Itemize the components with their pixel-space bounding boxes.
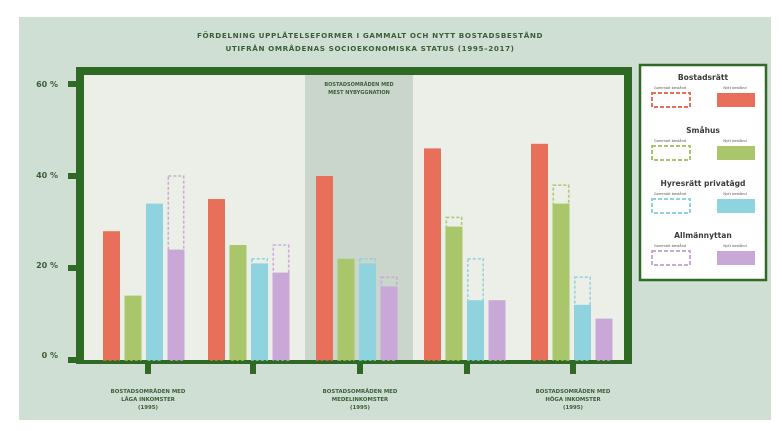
y-tick-mark bbox=[68, 81, 78, 87]
legend-title: Bostadsrätt bbox=[678, 73, 729, 82]
y-tick-label-40: 40 % bbox=[36, 171, 58, 180]
bar-old-bostadsratt-g3 bbox=[315, 198, 333, 361]
legend-swatch-old bbox=[651, 145, 691, 161]
legend-new-label: Nytt bestånd bbox=[723, 138, 746, 143]
legend-swatch-new bbox=[717, 93, 755, 107]
x-tick-mark bbox=[464, 362, 470, 374]
category-label: (1995) bbox=[138, 405, 158, 411]
bar-new-smahus-g4 bbox=[445, 226, 463, 360]
bar-new-allmannyttan-g3 bbox=[380, 286, 398, 360]
bar-new-hyresratt-privatagd-g1 bbox=[146, 203, 163, 360]
y-tick-mark bbox=[68, 265, 78, 271]
legend-swatch-old bbox=[651, 198, 691, 214]
bar-new-hyresratt-privatagd-g5 bbox=[574, 304, 591, 360]
bar-old-bostadsratt-g1 bbox=[103, 267, 121, 361]
bar-old-smahus-g1 bbox=[124, 322, 142, 361]
bar-new-allmannyttan-g2 bbox=[272, 272, 290, 360]
y-tick-mark bbox=[68, 357, 78, 363]
bar-new-hyresratt-privatagd-g4 bbox=[467, 300, 484, 360]
chart-title-line2: UTIFRÅN OMRÅDENAS SOCIOEKONOMISKA STATUS… bbox=[225, 44, 514, 53]
category-label: (1995) bbox=[563, 405, 583, 411]
legend-title: Hyresrätt privatägd bbox=[661, 179, 746, 188]
category-label: (1995) bbox=[350, 405, 370, 411]
bar-old-hyresratt-privatagd-g4 bbox=[466, 257, 484, 361]
chart-title-line1: FÖRDELNING UPPLÅTELSEFORMER I GAMMALT OC… bbox=[197, 31, 543, 40]
x-tick-mark bbox=[357, 362, 363, 374]
bar-old-allmannyttan-g2 bbox=[272, 244, 290, 361]
highlight-label: BOSTADSOMRÅDEN MED bbox=[324, 81, 393, 88]
bar-old-allmannyttan-g5 bbox=[595, 336, 613, 361]
bar-new-bostadsratt-g2 bbox=[208, 199, 225, 360]
legend-new-label: Nytt bestånd bbox=[723, 243, 746, 248]
category-label: HÖGA INKOMSTER bbox=[545, 396, 601, 403]
bar-old-smahus-g3 bbox=[337, 267, 355, 361]
bar-new-smahus-g1 bbox=[124, 295, 142, 360]
legend-new-label: Nytt bestånd bbox=[723, 191, 746, 196]
category-label: BOSTADSOMRÅDEN MED bbox=[323, 388, 398, 395]
legend-swatch-new bbox=[717, 199, 755, 213]
y-tick-label-60: 60 % bbox=[36, 80, 58, 89]
bar-old-smahus-g4 bbox=[445, 216, 463, 361]
legend-old-label: Gammalt bestånd bbox=[654, 243, 686, 248]
bar-old-hyresratt-privatagd-g1 bbox=[146, 221, 164, 361]
bar-old-bostadsratt-g2 bbox=[208, 225, 226, 361]
bar-new-allmannyttan-g5 bbox=[595, 318, 613, 360]
highlight-label: MEST NYBYGGNATION bbox=[328, 90, 390, 96]
bar-new-smahus-g3 bbox=[337, 258, 355, 360]
bar-new-bostadsratt-g4 bbox=[424, 148, 441, 360]
bar-old-hyresratt-privatagd-g5 bbox=[573, 276, 591, 361]
bar-new-bostadsratt-g3 bbox=[316, 176, 333, 360]
bar-old-hyresratt-privatagd-g2 bbox=[251, 257, 269, 361]
legend-title: Småhus bbox=[686, 126, 720, 135]
legend-old-label: Gammalt bestånd bbox=[654, 85, 686, 90]
legend-swatch-old bbox=[651, 92, 691, 108]
category-label: BOSTADSOMRÅDEN MED bbox=[111, 388, 186, 395]
x-tick-mark bbox=[570, 362, 576, 374]
y-tick-label-20: 20 % bbox=[36, 261, 58, 270]
legend-swatch-old bbox=[651, 250, 691, 266]
x-tick-mark bbox=[145, 362, 151, 374]
bar-new-bostadsratt-g5 bbox=[531, 143, 548, 360]
bar-old-smahus-g2 bbox=[229, 276, 247, 361]
legend-swatch-new bbox=[717, 251, 755, 265]
bar-old-bostadsratt-g4 bbox=[423, 184, 441, 361]
bar-new-allmannyttan-g4 bbox=[488, 300, 506, 360]
y-tick-mark bbox=[68, 173, 78, 179]
x-tick-mark bbox=[250, 362, 256, 374]
bar-old-bostadsratt-g5 bbox=[530, 166, 548, 361]
category-label: BOSTADSOMRÅDEN MED bbox=[536, 388, 611, 395]
plot-area: BOSTADSOMRÅDEN MED MEST NYBYGGNATION bbox=[68, 67, 632, 374]
bar-new-bostadsratt-g1 bbox=[103, 231, 120, 360]
legend-old-label: Gammalt bestånd bbox=[654, 138, 686, 143]
legend-title: Allmännyttan bbox=[674, 231, 732, 240]
bar-new-allmannyttan-g1 bbox=[167, 249, 185, 360]
bar-new-smahus-g2 bbox=[229, 245, 247, 360]
category-label: MEDELINKOMSTER bbox=[332, 397, 389, 403]
bar-old-allmannyttan-g1 bbox=[167, 175, 185, 361]
bar-new-hyresratt-privatagd-g2 bbox=[251, 263, 268, 360]
y-tick-label-0: 0 % bbox=[42, 351, 58, 360]
bar-old-allmannyttan-g4 bbox=[488, 322, 506, 361]
legend-new-label: Nytt bestånd bbox=[723, 85, 746, 90]
bar-new-smahus-g5 bbox=[552, 203, 570, 360]
legend-old-label: Gammalt bestånd bbox=[654, 191, 686, 196]
bar-old-allmannyttan-g3 bbox=[380, 276, 398, 361]
bar-old-smahus-g5 bbox=[552, 184, 570, 361]
legend-swatch-new bbox=[717, 146, 755, 160]
bar-old-hyresratt-privatagd-g3 bbox=[358, 257, 376, 361]
category-label: LÅGA INKOMSTER bbox=[121, 396, 176, 403]
bar-new-hyresratt-privatagd-g3 bbox=[359, 263, 376, 360]
